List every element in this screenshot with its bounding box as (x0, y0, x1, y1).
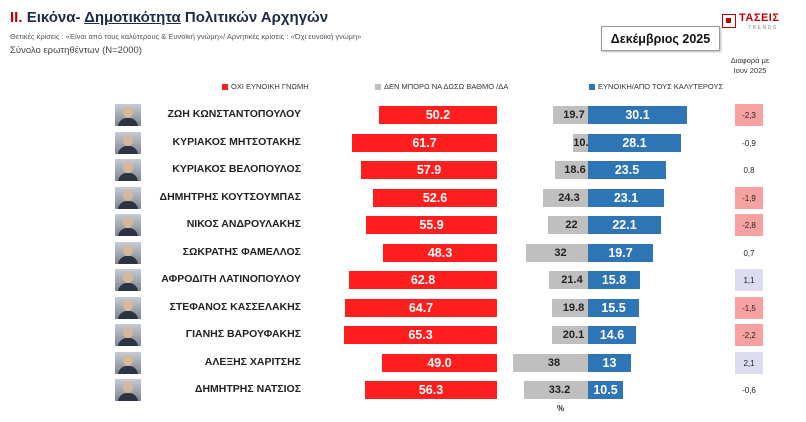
leader-name: ΔΗΜΗΤΡΗΣ ΝΑΤΣΙΟΣ (194, 383, 301, 395)
diff-value: 0,8 (743, 165, 755, 175)
bar-favorable: 22.1 (588, 216, 661, 234)
bar-no-answer: 20.1 (552, 326, 595, 344)
diff-header-line1: Διαφορά με (730, 56, 770, 65)
title-number: II. (10, 9, 23, 26)
bar-no-answer: 21.4 (549, 271, 595, 289)
subtitle-definitions: Θετικές κρίσεις : «Είναι από τους καλύτε… (10, 32, 362, 41)
page-title: II. Εικόνα- Δημοτικότητα Πολιτικών Αρχηγ… (10, 9, 328, 26)
diff-value: 1,1 (735, 269, 763, 291)
leader-name: ΚΥΡΙΑΚΟΣ ΒΕΛΟΠΟΥΛΟΣ (172, 163, 301, 175)
logo-text: ΤΑΣΕΙΣ (739, 12, 780, 24)
subtitle-sample: Σύνολο ερωτηθέντων (Ν=2000) (10, 45, 142, 56)
legend-label-unfavorable: ΟΧΙ ΕΥΝΟΙΚΗ ΓΝΩΜΗ (231, 82, 309, 91)
bar-favorable: 23.1 (588, 189, 664, 207)
leader-photo (115, 242, 141, 264)
diff-value: -2,8 (735, 214, 763, 236)
bar-unfavorable: 57.9 (361, 161, 497, 179)
diff-header: Διαφορά με Ιουν 2025 (722, 56, 778, 76)
legend-swatch-blue (589, 83, 595, 90)
leader-photo (115, 159, 141, 181)
legend-label-favorable: ΕΥΝΟΙΚΗ/ΑΠΟ ΤΟΥΣ ΚΑΛΥΤΕΡΟΥΣ (598, 82, 724, 91)
leader-photo (115, 324, 141, 346)
bar-no-answer: 19.8 (552, 299, 595, 317)
legend-swatch-gray (375, 83, 381, 90)
bar-unfavorable: 50.2 (379, 106, 497, 124)
diff-value: 0,7 (743, 248, 755, 258)
bar-unfavorable: 65.3 (344, 326, 497, 344)
leader-photo (115, 379, 141, 401)
leader-photo (115, 187, 141, 209)
bar-favorable: 14.6 (588, 326, 636, 344)
diff-value: -1,9 (735, 187, 763, 209)
bar-unfavorable: 64.7 (345, 299, 497, 317)
bar-unfavorable: 56.3 (365, 381, 497, 399)
bar-no-answer: 22 (548, 216, 595, 234)
bar-unfavorable: 61.7 (352, 134, 497, 152)
legend-label-no-answer: ΔΕΝ ΜΠΟΡΩ ΝΑ ΔΩΣΩ ΒΑΘΜΟ /ΔΑ (384, 82, 509, 91)
diff-value: 2,1 (735, 352, 763, 374)
diff-value: -0,9 (742, 138, 756, 148)
leader-photo (115, 297, 141, 319)
bar-favorable: 28.1 (588, 134, 681, 152)
tasos-logo: ΤΑΣΕΙΣ TRENDS (722, 12, 802, 32)
logo-subtext: TRENDS (748, 25, 778, 31)
leader-name: ΓΙΑΝΗΣ ΒΑΡΟΥΦΑΚΗΣ (185, 328, 301, 340)
legend-item-no-answer: ΔΕΝ ΜΠΟΡΩ ΝΑ ΔΩΣΩ ΒΑΘΜΟ /ΔΑ (375, 82, 508, 91)
bar-unfavorable: 49.0 (382, 354, 497, 372)
title-suffix: Πολιτικών Αρχηγών (180, 9, 329, 26)
logo-mark-icon (722, 14, 736, 28)
legend-item-unfavorable: ΟΧΙ ΕΥΝΟΙΚΗ ΓΝΩΜΗ (222, 82, 309, 91)
diff-value: -2,3 (735, 104, 763, 126)
diff-header-line2: Ιουν 2025 (733, 66, 767, 75)
leader-name: ΚΥΡΙΑΚΟΣ ΜΗΤΣΟΤΑΚΗΣ (172, 136, 301, 148)
date-box: Δεκέμβριος 2025 (601, 26, 720, 51)
leader-photo (115, 352, 141, 374)
diff-value: -1,5 (735, 297, 763, 319)
leader-name: ΣΩΚΡΑΤΗΣ ΦΑΜΕΛΛΟΣ (182, 246, 301, 258)
leader-name: ΖΩΗ ΚΩΝΣΤΑΝΤΟΠΟΥΛΟΥ (167, 108, 301, 120)
leader-name: ΑΦΡΟΔΙΤΗ ΛΑΤΙΝΟΠΟΥΛΟΥ (161, 273, 301, 285)
title-underlined: Δημοτικότητα (84, 9, 181, 26)
bar-no-answer: 24.3 (543, 189, 595, 207)
leader-name: ΝΙΚΟΣ ΑΝΔΡΟΥΛΑΚΗΣ (186, 218, 301, 230)
bar-favorable: 23.5 (588, 161, 666, 179)
leader-name: ΣΤΕΦΑΝΟΣ ΚΑΣΣΕΛΑΚΗΣ (169, 301, 301, 313)
bar-favorable: 19.7 (588, 244, 653, 262)
bar-no-answer: 38 (513, 354, 595, 372)
unit-label: % (557, 404, 565, 413)
leader-name: ΑΛΕΞΗΣ ΧΑΡΙΤΣΗΣ (204, 356, 301, 368)
bar-no-answer: 32 (526, 244, 595, 262)
legend-item-favorable: ΕΥΝΟΙΚΗ/ΑΠΟ ΤΟΥΣ ΚΑΛΥΤΕΡΟΥΣ (589, 82, 723, 91)
bar-unfavorable: 55.9 (366, 216, 497, 234)
bar-favorable: 10.5 (588, 381, 623, 399)
leader-photo (115, 214, 141, 236)
bar-no-answer: 33.2 (524, 381, 595, 399)
diff-value: -2,2 (735, 324, 763, 346)
bar-favorable: 30.1 (588, 106, 687, 124)
leader-photo (115, 269, 141, 291)
leader-photo (115, 132, 141, 154)
bar-favorable: 15.5 (588, 299, 639, 317)
diff-value: -0,6 (742, 385, 756, 395)
leader-name: ΔΗΜΗΤΡΗΣ ΚΟΥΤΣΟΥΜΠΑΣ (159, 191, 301, 203)
bar-no-answer: 19.7 (553, 106, 595, 124)
bar-favorable: 13 (588, 354, 631, 372)
bar-no-answer: 18.6 (555, 161, 595, 179)
bar-unfavorable: 48.3 (383, 244, 497, 262)
bar-favorable: 15.8 (588, 271, 640, 289)
title-prefix: Εικόνα- (26, 9, 85, 26)
bar-unfavorable: 62.8 (349, 271, 497, 289)
bar-unfavorable: 52.6 (373, 189, 497, 207)
leader-photo (115, 104, 141, 126)
legend-swatch-red (222, 83, 228, 90)
